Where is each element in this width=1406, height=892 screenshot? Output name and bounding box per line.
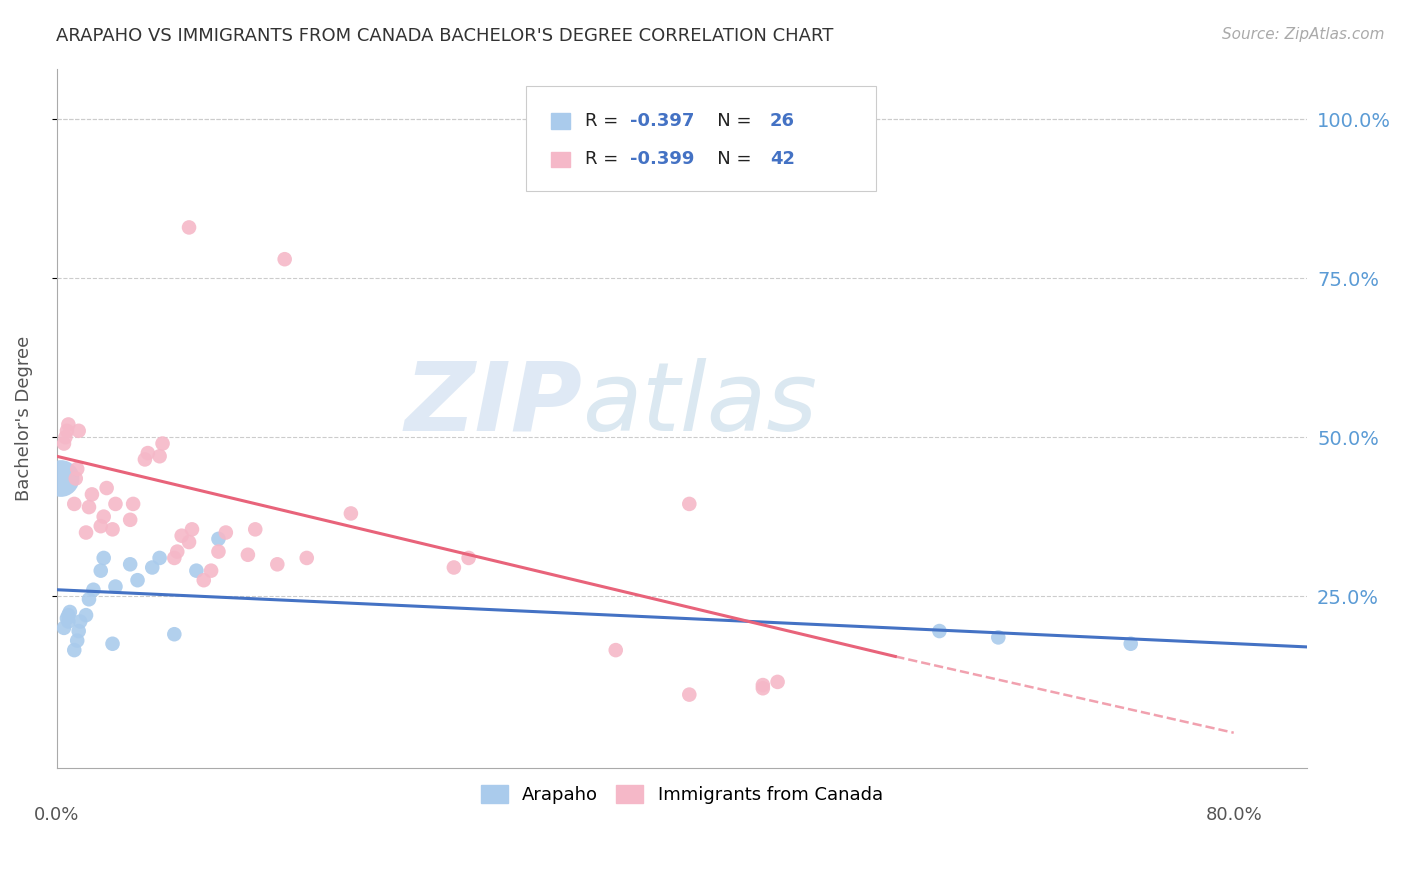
- Point: [443, 560, 465, 574]
- Point: [193, 573, 215, 587]
- Point: [752, 678, 775, 692]
- Point: [177, 535, 200, 549]
- Point: [104, 497, 127, 511]
- Point: [163, 551, 186, 566]
- Point: [56, 424, 79, 438]
- Point: [136, 446, 159, 460]
- Text: R =: R =: [585, 112, 624, 130]
- Text: ZIP: ZIP: [404, 358, 582, 450]
- Point: [273, 252, 295, 267]
- Point: [181, 522, 204, 536]
- Point: [605, 643, 627, 657]
- Point: [457, 551, 479, 566]
- Text: 26: 26: [770, 112, 794, 130]
- Point: [69, 615, 91, 629]
- Point: [766, 674, 789, 689]
- Point: [65, 471, 87, 485]
- Text: N =: N =: [700, 151, 758, 169]
- Point: [52, 436, 75, 450]
- Point: [58, 615, 80, 629]
- Point: [127, 573, 149, 587]
- Point: [134, 452, 156, 467]
- Y-axis label: Bachelor's Degree: Bachelor's Degree: [15, 335, 32, 500]
- Point: [215, 525, 238, 540]
- Point: [101, 522, 124, 536]
- Point: [141, 560, 163, 574]
- Point: [63, 643, 86, 657]
- Point: [66, 462, 89, 476]
- Point: [59, 605, 82, 619]
- Point: [236, 548, 259, 562]
- Point: [55, 430, 77, 444]
- Point: [152, 436, 174, 450]
- Text: -0.397: -0.397: [630, 112, 695, 130]
- Point: [295, 551, 318, 566]
- Point: [96, 481, 118, 495]
- Point: [52, 621, 75, 635]
- Point: [104, 580, 127, 594]
- Point: [245, 522, 267, 536]
- Text: R =: R =: [585, 151, 624, 169]
- Point: [170, 529, 193, 543]
- Point: [80, 487, 103, 501]
- Point: [1119, 637, 1142, 651]
- Text: -0.399: -0.399: [630, 151, 695, 169]
- Point: [186, 564, 208, 578]
- Point: [149, 551, 172, 566]
- Point: [166, 544, 188, 558]
- Text: N =: N =: [700, 112, 758, 130]
- Text: 42: 42: [770, 151, 794, 169]
- Point: [177, 220, 200, 235]
- Point: [82, 582, 104, 597]
- Text: 80.0%: 80.0%: [1205, 806, 1263, 824]
- Point: [678, 688, 700, 702]
- Point: [63, 497, 86, 511]
- Point: [120, 558, 142, 572]
- Point: [266, 558, 288, 572]
- Point: [75, 608, 97, 623]
- Point: [90, 519, 112, 533]
- Point: [77, 592, 100, 607]
- Point: [66, 633, 89, 648]
- Point: [678, 497, 700, 511]
- Point: [120, 513, 142, 527]
- Point: [58, 608, 80, 623]
- Point: [149, 449, 172, 463]
- Point: [207, 544, 229, 558]
- Point: [77, 500, 100, 514]
- Bar: [551, 113, 569, 128]
- Text: Source: ZipAtlas.com: Source: ZipAtlas.com: [1222, 27, 1385, 42]
- Text: atlas: atlas: [582, 358, 817, 450]
- Point: [987, 631, 1010, 645]
- Point: [163, 627, 186, 641]
- Text: ARAPAHO VS IMMIGRANTS FROM CANADA BACHELOR'S DEGREE CORRELATION CHART: ARAPAHO VS IMMIGRANTS FROM CANADA BACHEL…: [56, 27, 834, 45]
- Point: [49, 471, 72, 485]
- Point: [101, 637, 124, 651]
- Point: [90, 564, 112, 578]
- Point: [67, 624, 90, 638]
- Legend: Arapaho, Immigrants from Canada: Arapaho, Immigrants from Canada: [474, 777, 890, 811]
- Point: [207, 532, 229, 546]
- Point: [58, 417, 80, 432]
- Point: [340, 507, 363, 521]
- Point: [122, 497, 145, 511]
- Point: [752, 681, 775, 696]
- Point: [56, 611, 79, 625]
- Point: [93, 509, 115, 524]
- Bar: [551, 152, 569, 167]
- Point: [200, 564, 222, 578]
- Point: [67, 424, 90, 438]
- FancyBboxPatch shape: [526, 86, 876, 191]
- Point: [928, 624, 950, 638]
- Text: 0.0%: 0.0%: [34, 806, 79, 824]
- Point: [75, 525, 97, 540]
- Point: [93, 551, 115, 566]
